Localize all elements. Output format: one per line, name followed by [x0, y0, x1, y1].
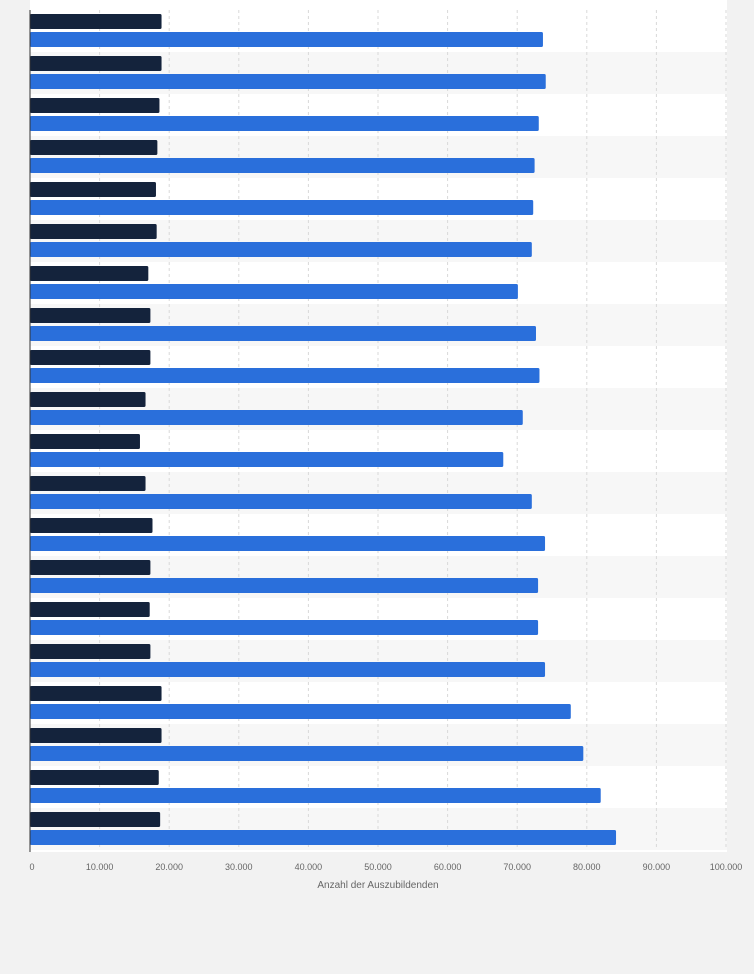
bar-series-2	[30, 578, 539, 593]
bar-series-1	[30, 770, 159, 785]
x-tick-label: 10.000	[86, 862, 114, 872]
bar-series-1	[30, 602, 150, 617]
x-tick-label: 70.000	[503, 862, 531, 872]
bar-series-2	[30, 536, 546, 551]
bar-series-2	[30, 662, 546, 677]
x-tick-label: 90.000	[643, 862, 671, 872]
bar-series-1	[30, 434, 140, 449]
bar-series-2	[30, 200, 534, 215]
x-tick-label: 20.000	[155, 862, 183, 872]
bar-series-2	[30, 746, 584, 761]
bar-series-1	[30, 98, 160, 113]
bar-series-2	[30, 326, 536, 341]
bars	[30, 14, 617, 845]
x-tick-label: 40.000	[295, 862, 323, 872]
bar-series-2	[30, 494, 532, 509]
bar-series-1	[30, 140, 158, 155]
bar-series-1	[30, 224, 157, 239]
bar-series-1	[30, 392, 146, 407]
bar-series-2	[30, 788, 601, 803]
bar-series-1	[30, 644, 151, 659]
bar-series-1	[30, 308, 151, 323]
bar-series-1	[30, 812, 161, 827]
bar-series-2	[30, 452, 504, 467]
bar-series-1	[30, 14, 162, 29]
bar-series-1	[30, 560, 151, 575]
bar-series-2	[30, 410, 523, 425]
bar-series-1	[30, 476, 146, 491]
gridlines	[99, 10, 727, 850]
bar-series-2	[30, 74, 546, 89]
x-tick-label: 60.000	[434, 862, 462, 872]
bar-series-2	[30, 116, 539, 131]
bar-series-1	[30, 182, 156, 197]
bar-series-1	[30, 350, 151, 365]
bar-series-1	[30, 518, 153, 533]
bar-series-2	[30, 704, 571, 719]
bar-series-2	[30, 620, 539, 635]
bar-series-1	[30, 56, 162, 71]
x-tick-labels: 0 10.000 20.000 30.000 40.000 50.000 60.000 70.…	[29, 862, 742, 872]
x-tick-label: 80.000	[573, 862, 601, 872]
x-tick-label: 0	[29, 862, 34, 872]
bar-series-1	[30, 728, 162, 743]
bar-series-2	[30, 242, 532, 257]
bar-series-2	[30, 830, 617, 845]
x-tick-label: 50.000	[364, 862, 392, 872]
bar-series-1	[30, 266, 149, 281]
x-tick-label: 100.000	[710, 862, 743, 872]
bar-series-2	[30, 368, 540, 383]
bar-series-2	[30, 284, 518, 299]
bar-series-2	[30, 32, 543, 47]
bar-series-2	[30, 158, 535, 173]
x-tick-label: 30.000	[225, 862, 253, 872]
bar-series-1	[30, 686, 162, 701]
x-axis-label: Anzahl der Auszubildenden	[317, 880, 438, 891]
